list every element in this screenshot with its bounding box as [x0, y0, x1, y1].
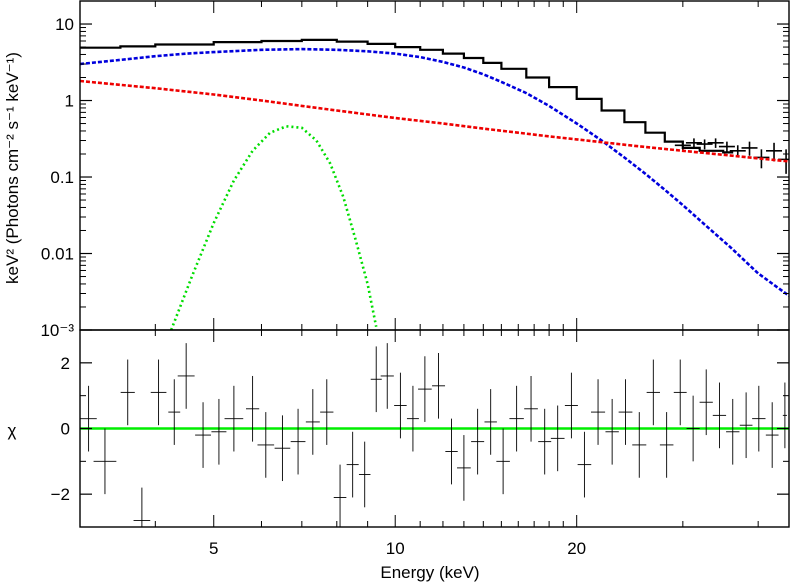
residual-point [632, 412, 647, 478]
residual-point [646, 359, 660, 426]
residual-point [496, 428, 510, 495]
y-tick-label: 10 [55, 15, 74, 34]
spectrum-y-axis-label: keV² (Photons cm⁻² s⁻¹ keV⁻¹) [3, 52, 22, 284]
residual-point [659, 412, 674, 478]
residual-point [524, 375, 538, 442]
residual-point [346, 431, 359, 498]
residual-point [120, 359, 135, 426]
residual-point [168, 379, 181, 445]
residual-point [564, 372, 578, 439]
residual-point [370, 346, 382, 413]
residual-point [211, 398, 227, 465]
x-tick-label: 10 [386, 539, 405, 558]
residuals-axis-ticks: 20−25 10 20 [51, 329, 789, 558]
chi-tick-label: −2 [51, 485, 70, 504]
residual-point [577, 431, 592, 498]
residual-point [605, 398, 619, 465]
residual-point [320, 379, 334, 445]
residual-point [591, 379, 606, 445]
residual-point [538, 408, 552, 475]
residual-point [699, 369, 713, 436]
residuals-panel: 20−25 10 20 [51, 329, 790, 558]
residual-point [224, 385, 244, 452]
chi-tick-label: 0 [61, 420, 70, 439]
residual-point [739, 392, 753, 459]
residual-point [333, 464, 347, 527]
spectrum-data-point [696, 139, 713, 150]
residual-point [257, 412, 275, 478]
spectrum-data-point [766, 142, 783, 162]
residual-point [484, 389, 497, 455]
red-component-line [80, 79, 789, 163]
residual-point [471, 408, 485, 475]
residual-point [358, 441, 371, 508]
residual-point [394, 372, 407, 439]
spectrum-data-point [741, 141, 758, 156]
residuals-series-group [80, 343, 789, 527]
residual-point [432, 352, 446, 419]
spectrum-series-group [80, 38, 789, 330]
residual-point [618, 379, 633, 445]
residual-point [305, 389, 320, 455]
residual-point [290, 408, 306, 475]
chi-tick-label: 2 [61, 354, 70, 373]
residual-point [80, 385, 97, 452]
residual-point [686, 395, 700, 462]
residual-point [752, 385, 766, 452]
residual-point [418, 356, 432, 422]
spectrum-data-point [707, 138, 724, 148]
residual-point [245, 375, 260, 442]
spectrum-data-point [685, 138, 702, 148]
residual-point [93, 428, 117, 495]
y-tick-label: 0.1 [50, 168, 74, 187]
residual-point [726, 398, 740, 465]
residual-point [765, 402, 779, 468]
residual-point [457, 435, 471, 501]
residual-point [177, 343, 195, 409]
y-tick-label: 10⁻³ [40, 321, 74, 340]
residual-point [195, 402, 211, 468]
spectrum-data-point [718, 141, 735, 153]
y-tick-label: 1 [65, 92, 74, 111]
residuals-frame [79, 329, 790, 528]
residual-point [712, 382, 727, 449]
residual-point [509, 385, 524, 452]
spectrum-data-point [674, 140, 691, 151]
residual-point [550, 405, 565, 472]
residuals-y-axis-label: χ [8, 421, 17, 440]
residual-point [406, 385, 419, 452]
blue-component-line [80, 47, 789, 297]
x-tick-label: 20 [567, 539, 586, 558]
total-model-line [80, 38, 734, 154]
residual-point [380, 343, 394, 409]
residual-point [274, 415, 291, 482]
residual-point [133, 487, 151, 527]
residual-point [150, 359, 167, 426]
residual-point [782, 382, 787, 449]
spectrum-axis-ticks: 10 1 0.1 0.01 10⁻³ [40, 0, 789, 340]
x-tick-label: 5 [209, 539, 218, 558]
residual-point [673, 359, 687, 426]
axis-labels: keV² (Photons cm⁻² s⁻¹ keV⁻¹) χ Energy (… [3, 52, 480, 582]
x-axis-label: Energy (keV) [380, 563, 479, 582]
y-tick-label: 0.01 [41, 245, 74, 264]
spectrum-panel: 10 1 0.1 0.01 10⁻³ [40, 0, 790, 340]
green-line-component [169, 124, 378, 330]
residual-point [445, 418, 458, 485]
